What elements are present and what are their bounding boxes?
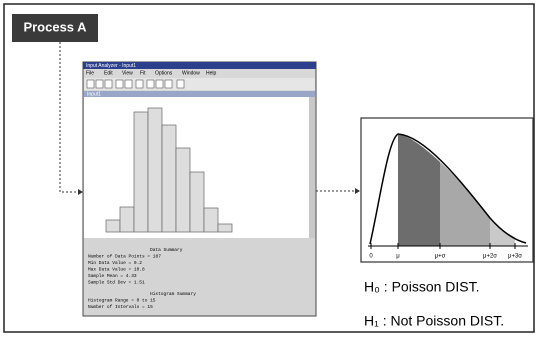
summary-line: Histogram Range = 0 to 15 xyxy=(88,298,156,304)
axis-label: μ+2σ xyxy=(483,254,497,260)
window-title: Input Analyzer - Input1 xyxy=(86,63,136,69)
scrollbar xyxy=(309,97,315,238)
summary-line: Min Data Value = 0.2 xyxy=(88,260,142,266)
menu-item: View xyxy=(122,70,133,76)
summary-heading: Histogram Summary xyxy=(150,291,196,297)
menu-item: Edit xyxy=(104,70,113,76)
hypothesis: H₀ : Poisson DIST. xyxy=(364,279,480,295)
summary-line: Sample Std Dev = 1.51 xyxy=(88,280,145,286)
summary-line: Max Data Value = 10.8 xyxy=(88,267,145,273)
summary-line: Number of Intervals = 15 xyxy=(88,304,153,310)
axis-label: μ+σ xyxy=(435,254,446,260)
software-window: Input Analyzer - Input1 File Edit View Fit O… xyxy=(83,62,316,316)
menu-item: Window xyxy=(182,70,200,76)
process-label: Process A xyxy=(23,19,87,34)
menu-item: Options xyxy=(155,70,173,76)
summary-line: Number of Data Points = 187 xyxy=(88,254,161,260)
document-title: Input1 xyxy=(87,91,101,97)
hypothesis: H₁ : Not Poisson DIST. xyxy=(364,313,504,329)
diagram: Process A Input Analyzer - Input1 File Ed… xyxy=(0,0,539,336)
summary-line: Sample Mean = 4.33 xyxy=(88,273,137,279)
document-bar xyxy=(84,91,315,97)
axis-label: μ+3σ xyxy=(508,254,522,260)
summary-heading: Data Summary xyxy=(150,247,183,253)
menu-item: File xyxy=(86,70,94,76)
menu-item: Help xyxy=(206,70,217,76)
axis-label: μ xyxy=(396,254,400,260)
menu-item: Fit xyxy=(140,70,146,76)
